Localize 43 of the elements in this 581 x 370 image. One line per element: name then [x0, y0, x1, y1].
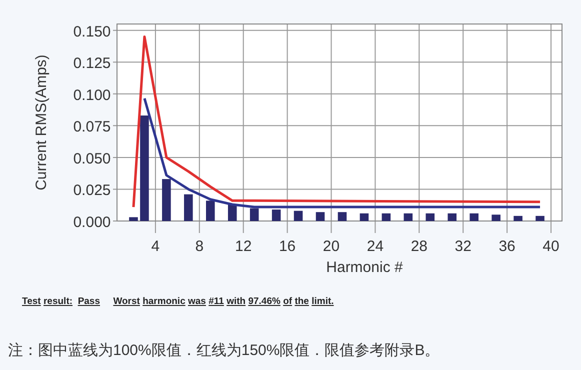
y-tick-label: 0.000: [73, 214, 111, 231]
bar: [140, 116, 149, 221]
bar: [228, 204, 237, 221]
x-axis-title: Harmonic #: [326, 259, 404, 276]
bar: [316, 212, 325, 221]
text: 注：图中蓝线为100%限值．红线为150%限值．限值参考附录B。: [8, 342, 440, 359]
y-axis-title: Current RMS(Amps): [33, 54, 50, 190]
bar: [536, 216, 544, 221]
bar: [184, 194, 193, 221]
bar: [492, 214, 500, 221]
x-tick-label: 36: [498, 238, 516, 255]
line-series: [143, 97, 542, 208]
bar: [448, 213, 457, 221]
x-tick-label: 8: [195, 238, 204, 255]
y-tick-label: 0.075: [73, 118, 111, 136]
text: Test result: Pass Worst harmonic was #11 with 97.46% of the limit.: [22, 296, 334, 307]
bar: [404, 213, 413, 221]
y-tick-label: 0.050: [73, 150, 111, 168]
bar: [272, 210, 281, 221]
bar: [338, 212, 347, 221]
y-tick-label: 0.150: [73, 23, 111, 40]
x-tick-label: 20: [322, 238, 340, 255]
bar: [129, 217, 138, 221]
x-tick-label: 32: [454, 238, 472, 255]
bar: [206, 200, 215, 221]
bar: [294, 210, 303, 221]
bar: [250, 208, 259, 221]
y-tick-label: 0.125: [73, 55, 111, 72]
bar: [360, 213, 369, 221]
line-series: [132, 35, 542, 208]
x-tick-label: 40: [542, 238, 560, 255]
x-tick-label: 4: [151, 238, 160, 255]
bar: [162, 179, 171, 221]
bar: [514, 216, 522, 221]
x-tick-label: 28: [410, 238, 428, 255]
bar: [426, 213, 435, 221]
x-tick-label: 16: [278, 238, 296, 255]
y-tick-label: 0.100: [73, 86, 111, 104]
bar: [470, 213, 478, 221]
bar: [382, 213, 391, 221]
x-tick-label: 24: [366, 238, 384, 255]
y-tick-label: 0.025: [73, 182, 111, 200]
x-tick-label: 12: [235, 238, 252, 255]
